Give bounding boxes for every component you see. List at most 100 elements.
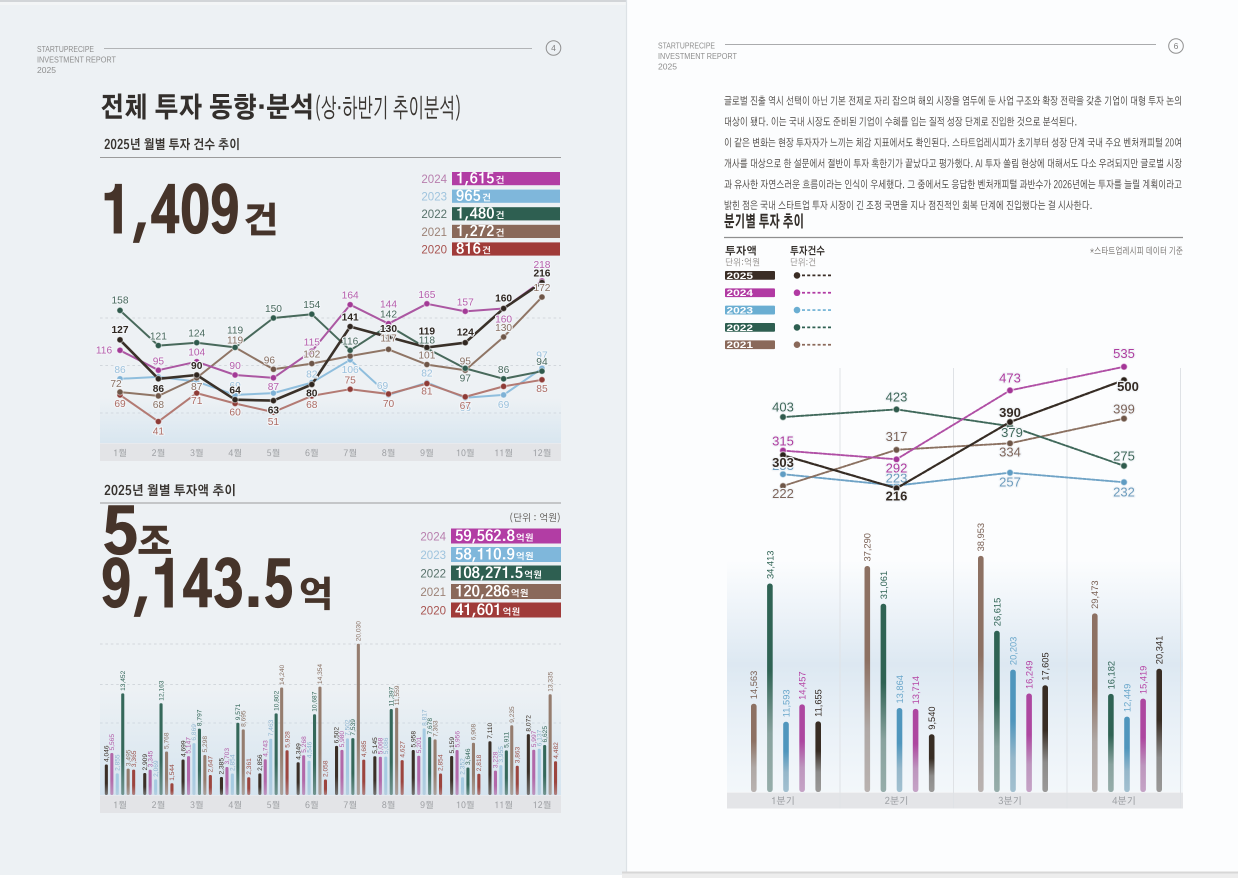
svg-text:5,086: 5,086 — [383, 737, 390, 754]
svg-text:216: 216 — [533, 269, 550, 280]
svg-text:119: 119 — [419, 326, 436, 337]
svg-text:216: 216 — [886, 488, 908, 503]
svg-text:6: 6 — [1174, 41, 1179, 51]
svg-text:124: 124 — [188, 329, 205, 340]
svg-text:334: 334 — [999, 444, 1021, 459]
svg-text:86: 86 — [114, 365, 126, 376]
svg-text:11,593: 11,593 — [781, 689, 791, 717]
svg-text:41: 41 — [153, 427, 165, 438]
svg-text:150: 150 — [265, 304, 282, 315]
svg-text:130: 130 — [495, 323, 512, 334]
svg-text:9,235: 9,235 — [509, 706, 516, 723]
svg-text:68: 68 — [153, 400, 165, 411]
svg-text:2024: 2024 — [727, 287, 754, 298]
svg-text:4,546: 4,546 — [306, 741, 313, 758]
svg-text:2023: 2023 — [727, 305, 754, 316]
svg-text:119: 119 — [227, 335, 244, 346]
svg-text:96: 96 — [264, 355, 276, 366]
svg-text:87: 87 — [191, 382, 203, 393]
svg-text:104: 104 — [188, 348, 205, 359]
svg-text:154: 154 — [303, 300, 320, 311]
svg-text:8,817: 8,817 — [421, 709, 428, 726]
svg-text:20,030: 20,030 — [356, 621, 363, 642]
svg-text:90: 90 — [229, 361, 241, 372]
svg-text:13,335: 13,335 — [547, 671, 554, 692]
svg-text:4: 4 — [551, 43, 556, 53]
svg-text:6,502: 6,502 — [334, 727, 341, 744]
svg-text:116: 116 — [342, 336, 359, 347]
svg-text:102: 102 — [303, 350, 320, 361]
svg-text:399: 399 — [1113, 402, 1135, 417]
svg-text:5,145: 5,145 — [372, 737, 379, 754]
svg-text:2,818: 2,818 — [476, 754, 483, 771]
svg-text:2021: 2021 — [421, 227, 447, 239]
svg-text:2,352: 2,352 — [460, 758, 467, 775]
svg-text:69: 69 — [377, 381, 389, 392]
svg-text:5,068: 5,068 — [378, 737, 385, 754]
svg-text:4,349: 4,349 — [295, 743, 302, 760]
svg-text:5,956: 5,956 — [454, 731, 461, 748]
svg-text:2,856: 2,856 — [257, 754, 264, 771]
svg-text:86: 86 — [498, 365, 510, 376]
svg-text:2,647: 2,647 — [208, 756, 215, 773]
svg-text:379: 379 — [1001, 425, 1023, 440]
svg-text:141: 141 — [342, 313, 359, 324]
svg-text:317: 317 — [886, 429, 908, 444]
svg-text:38,953: 38,953 — [976, 523, 986, 551]
svg-text:2022: 2022 — [421, 209, 447, 221]
svg-text:2023: 2023 — [421, 192, 447, 204]
svg-text:INVESTMENT REPORT: INVESTMENT REPORT — [37, 55, 117, 65]
svg-text:7,463: 7,463 — [268, 719, 275, 736]
svg-text:232: 232 — [1113, 485, 1135, 500]
svg-text:69: 69 — [229, 381, 241, 392]
svg-text:5,201: 5,201 — [416, 736, 423, 753]
svg-text:2020: 2020 — [420, 606, 446, 618]
svg-text:97: 97 — [536, 350, 548, 361]
svg-text:14,457: 14,457 — [798, 671, 808, 699]
svg-text:11,655: 11,655 — [814, 689, 824, 717]
svg-text:51: 51 — [268, 417, 280, 428]
svg-text:115: 115 — [304, 337, 321, 348]
svg-text:2025: 2025 — [37, 65, 56, 75]
svg-text:14,354: 14,354 — [317, 664, 324, 685]
svg-text:2020: 2020 — [421, 244, 447, 256]
svg-text:10,802: 10,802 — [273, 690, 280, 711]
svg-text:275: 275 — [1113, 448, 1135, 463]
svg-text:80: 80 — [306, 389, 318, 400]
svg-text:3,365: 3,365 — [131, 750, 138, 767]
svg-text:12,449: 12,449 — [1122, 684, 1132, 712]
svg-text:2,854: 2,854 — [230, 754, 237, 771]
svg-text:90: 90 — [191, 361, 203, 372]
svg-text:9,571: 9,571 — [235, 703, 242, 720]
svg-text:2024: 2024 — [421, 174, 447, 186]
svg-text:2,909: 2,909 — [142, 754, 149, 771]
svg-text:3,863: 3,863 — [514, 746, 521, 763]
svg-text:7,539: 7,539 — [350, 719, 357, 736]
svg-text:6,908: 6,908 — [471, 723, 478, 740]
svg-text:69: 69 — [498, 400, 510, 411]
svg-text:127: 127 — [112, 325, 129, 336]
svg-text:5,980: 5,980 — [339, 731, 346, 748]
svg-text:INVESTMENT REPORT: INVESTMENT REPORT — [658, 51, 738, 61]
svg-text:5,147: 5,147 — [186, 737, 193, 754]
svg-text:85: 85 — [536, 384, 548, 395]
svg-text:37,290: 37,290 — [863, 533, 873, 561]
svg-text:69: 69 — [114, 399, 126, 410]
svg-text:3,955: 3,955 — [498, 746, 505, 763]
svg-text:157: 157 — [457, 297, 474, 308]
svg-text:8,072: 8,072 — [526, 715, 533, 732]
svg-text:5,159: 5,159 — [449, 737, 456, 754]
svg-text:95: 95 — [460, 356, 472, 367]
svg-text:390: 390 — [999, 405, 1021, 420]
svg-text:16,182: 16,182 — [1106, 661, 1116, 689]
svg-text:3,495: 3,495 — [125, 749, 132, 766]
svg-text:117: 117 — [380, 333, 397, 344]
svg-text:13,864: 13,864 — [895, 675, 905, 703]
svg-text:2022: 2022 — [420, 569, 446, 581]
svg-text:4,743: 4,743 — [263, 740, 270, 757]
svg-text:303: 303 — [772, 455, 794, 470]
svg-text:17,605: 17,605 — [1041, 652, 1051, 680]
svg-text:257: 257 — [999, 475, 1021, 490]
svg-text:3,345: 3,345 — [147, 750, 154, 767]
svg-text:82: 82 — [421, 369, 433, 380]
